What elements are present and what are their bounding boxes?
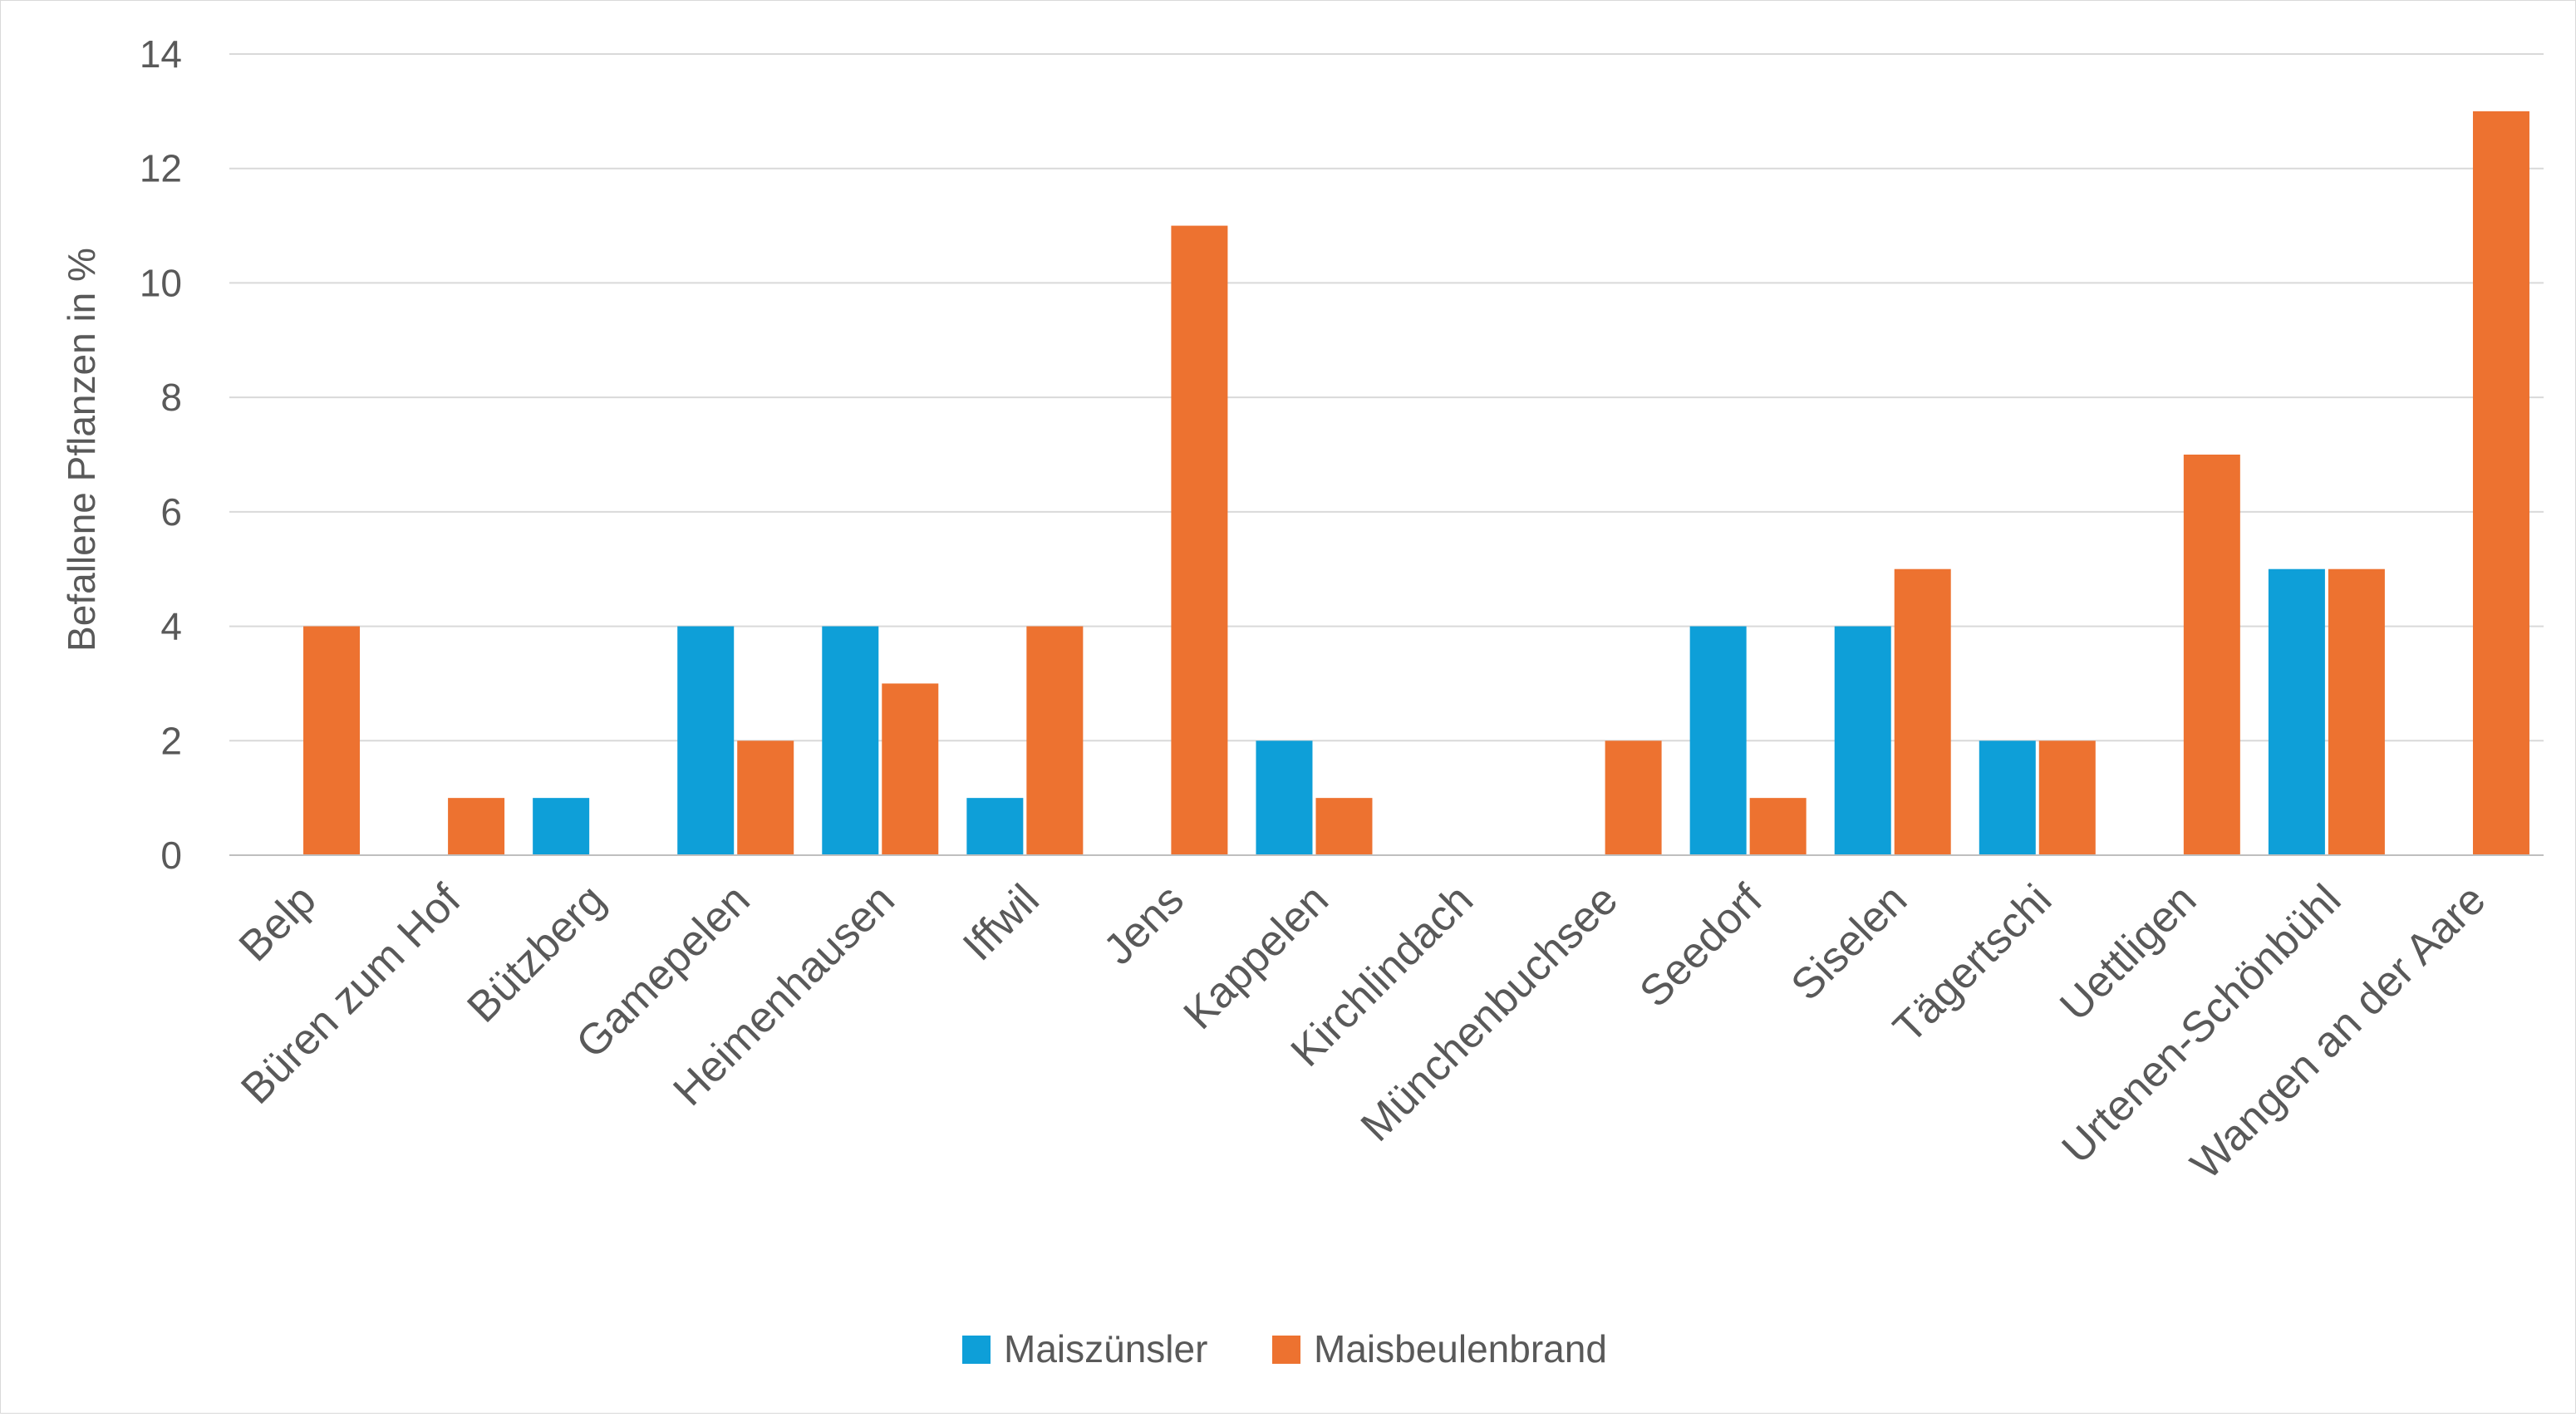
y-tick-label: 12 (140, 147, 182, 190)
y-tick-label: 4 (160, 605, 182, 648)
y-tick-label: 0 (160, 834, 182, 877)
y-tick-label: 2 (160, 719, 182, 762)
y-tick-label: 6 (160, 490, 182, 534)
bar-maiszuensler (2268, 568, 2325, 855)
x-tick-label: Seedorf (1630, 875, 1772, 1016)
legend-label: Maisbeulenbrand (1314, 1327, 1607, 1370)
bar-maisbeulenbrand (882, 683, 939, 855)
bar-maisbeulenbrand (1026, 626, 1084, 855)
y-axis-title: Befallene Pflanzen in % (60, 248, 103, 652)
x-tick-label: Tägertschi (1885, 875, 2062, 1052)
bar-maisbeulenbrand (1894, 568, 1951, 855)
bars (303, 111, 2529, 856)
x-tick-label: Wangen an der Aare (2182, 875, 2495, 1188)
bar-maisbeulenbrand (2038, 740, 2096, 855)
bar-maisbeulenbrand (737, 740, 794, 855)
bar-maisbeulenbrand (2183, 455, 2240, 855)
bar-maiszuensler (1834, 626, 1891, 855)
y-tick-label: 10 (140, 261, 182, 304)
bar-maisbeulenbrand (1605, 740, 1662, 855)
y-tick-label: 8 (160, 376, 182, 419)
bar-maisbeulenbrand (303, 626, 361, 855)
bar-maisbeulenbrand (2328, 568, 2385, 855)
bar-maisbeulenbrand (1315, 798, 1373, 855)
legend-swatch (962, 1336, 991, 1364)
bar-maiszuensler (1689, 626, 1747, 855)
bar-maiszuensler (677, 626, 735, 855)
x-tick-label: Jens (1094, 875, 1193, 974)
bar-maiszuensler (533, 798, 590, 855)
bar-maiszuensler (1256, 740, 1313, 855)
y-axis-ticks: 0 2 4 6 8 10 12 14 (140, 32, 182, 877)
bar-maisbeulenbrand (1171, 225, 1228, 856)
x-tick-label: Uettligen (2051, 875, 2205, 1030)
x-tick-label: Münchenbuchsee (1352, 875, 1627, 1150)
gridlines (229, 53, 2544, 742)
x-tick-label: Urtenen-Schönbühl (2053, 875, 2351, 1173)
legend: Maiszünsler Maisbeulenbrand (962, 1327, 1607, 1370)
legend-label: Maiszünsler (1004, 1327, 1207, 1370)
y-tick-label: 14 (140, 32, 182, 76)
bar-maisbeulenbrand (448, 798, 505, 855)
x-tick-label: Iffwil (954, 875, 1049, 970)
bar-maiszuensler (822, 626, 879, 855)
bar-maisbeulenbrand (1749, 798, 1807, 855)
bar-maiszuensler (966, 798, 1024, 855)
bar-maiszuensler (1979, 740, 2036, 855)
bar-maisbeulenbrand (2472, 111, 2529, 855)
x-tick-label: Siselen (1782, 875, 1917, 1010)
x-tick-label: Belp (230, 875, 326, 971)
legend-swatch (1272, 1336, 1300, 1364)
